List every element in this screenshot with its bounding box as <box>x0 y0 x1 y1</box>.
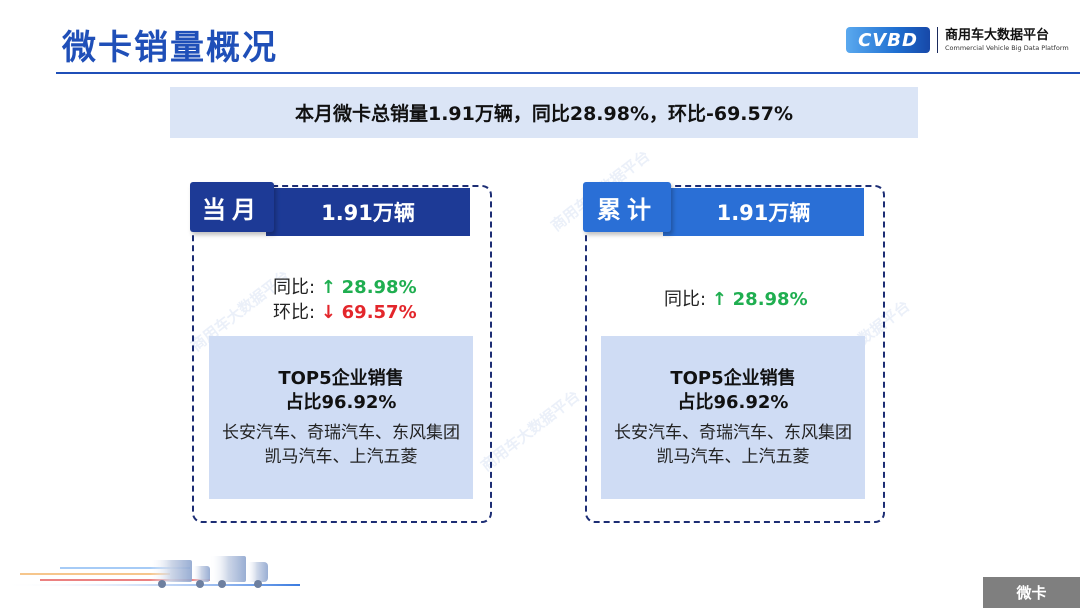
mom-value: 69.57% <box>341 302 417 323</box>
top5-companies: 长安汽车、奇瑞汽车、东风集团 凯马汽车、上汽五菱 <box>614 421 852 469</box>
brand-logo: CVBD 商用车大数据平台 Commercial Vehicle Big Dat… <box>846 24 1069 56</box>
arrow-down-icon: ↓ <box>320 302 336 323</box>
monthly-label: 当月 <box>190 182 274 232</box>
top5-companies-line: 长安汽车、奇瑞汽车、东风集团 <box>614 422 852 443</box>
yoy-value: 28.98% <box>732 289 808 310</box>
logo-name-cn: 商用车大数据平台 <box>945 27 1050 43</box>
cumulative-card <box>585 185 885 523</box>
logo-divider <box>937 27 938 53</box>
monthly-card <box>192 185 492 523</box>
monthly-mom: 环比: ↓ 69.57% <box>273 298 417 324</box>
cumulative-yoy: 同比: ↑ 28.98% <box>664 285 808 311</box>
monthly-yoy: 同比: ↑ 28.98% <box>273 273 417 299</box>
cumulative-value: 1.91万辆 <box>663 188 864 236</box>
cumulative-label: 累计 <box>583 182 671 232</box>
top5-share: 占比96.92% <box>677 391 789 413</box>
top5-companies-line: 长安汽车、奇瑞汽车、东风集团 <box>222 422 460 443</box>
yoy-label: 同比: <box>273 277 316 298</box>
yoy-label: 同比: <box>664 289 707 310</box>
yoy-value: 28.98% <box>341 277 417 298</box>
top5-companies-line: 凯马汽车、上汽五菱 <box>656 446 810 467</box>
arrow-up-icon: ↑ <box>320 277 336 298</box>
truck-decoration-icon <box>0 556 300 588</box>
top5-title-line: TOP5企业销售 <box>670 367 796 389</box>
logo-name-en: Commercial Vehicle Big Data Platform <box>945 43 1069 52</box>
logo-text: 商用车大数据平台 Commercial Vehicle Big Data Pla… <box>945 29 1069 52</box>
logo-mark-icon: CVBD <box>846 27 930 53</box>
top5-companies: 长安汽车、奇瑞汽车、东风集团 凯马汽车、上汽五菱 <box>222 421 460 469</box>
top5-companies-line: 凯马汽车、上汽五菱 <box>264 446 418 467</box>
cumulative-top5-panel: TOP5企业销售 占比96.92% 长安汽车、奇瑞汽车、东风集团 凯马汽车、上汽… <box>601 336 865 499</box>
top5-title: TOP5企业销售 占比96.92% <box>278 367 403 415</box>
top5-share: 占比96.92% <box>285 391 397 413</box>
title-divider <box>56 72 1080 74</box>
arrow-up-icon: ↑ <box>711 289 727 310</box>
mom-label: 环比: <box>273 302 316 323</box>
watermark: 商用车大数据平台 <box>477 386 584 475</box>
monthly-top5-panel: TOP5企业销售 占比96.92% 长安汽车、奇瑞汽车、东风集团 凯马汽车、上汽… <box>209 336 473 499</box>
page-title: 微卡销量概况 <box>62 28 278 68</box>
summary-banner: 本月微卡总销量1.91万辆，同比28.98%，环比-69.57% <box>170 87 918 138</box>
section-tag: 微卡 <box>983 577 1080 608</box>
top5-title: TOP5企业销售 占比96.92% <box>670 367 795 415</box>
monthly-value: 1.91万辆 <box>266 188 470 236</box>
top5-title-line: TOP5企业销售 <box>278 367 404 389</box>
